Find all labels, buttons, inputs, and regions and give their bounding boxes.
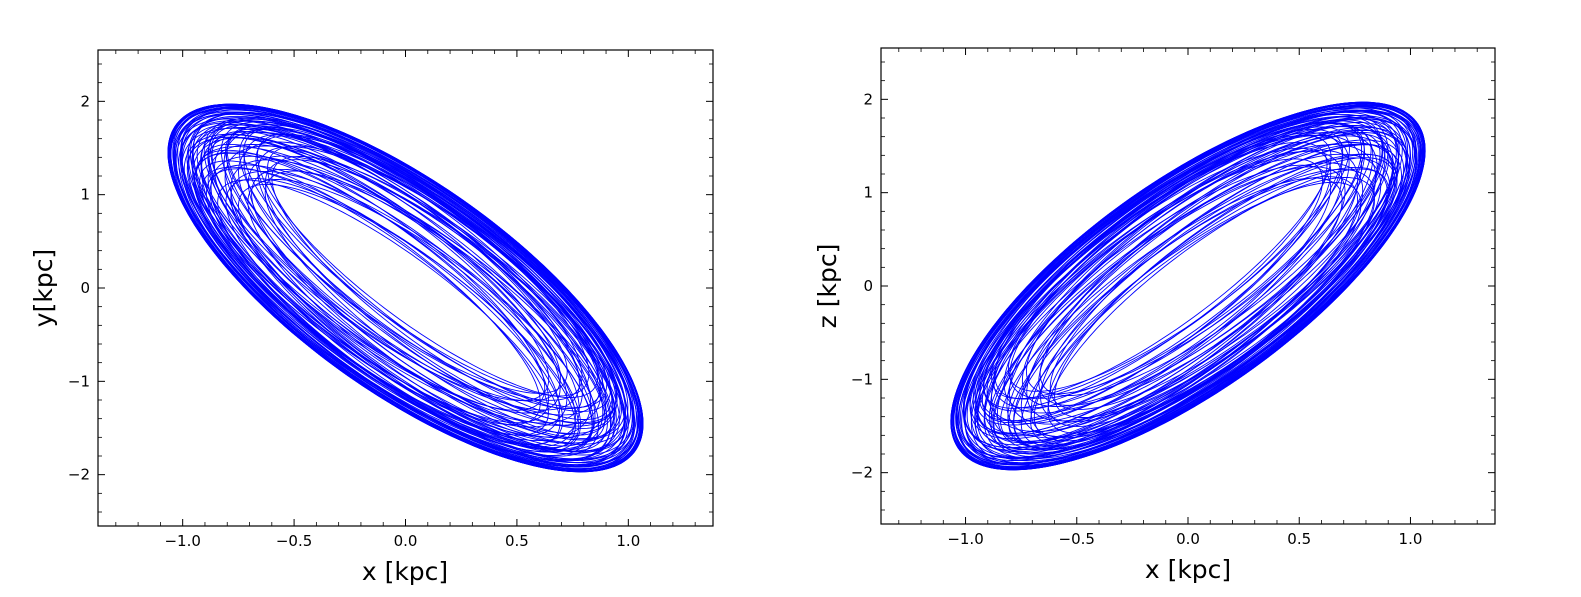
y-axis-label-xy: y[kpc] xyxy=(29,249,58,327)
y-tick-label: −1 xyxy=(851,370,873,388)
x-tick-labels-xy: −1.0 −0.5 0.0 0.5 1.0 xyxy=(164,532,640,550)
orbit-trace-xy xyxy=(167,103,644,473)
orbit-loop xyxy=(1026,132,1400,422)
y-tick-label: 0 xyxy=(80,279,90,297)
orbit-loop xyxy=(224,145,620,452)
y-tick-label: −2 xyxy=(851,464,873,482)
x-axis-label-xy: x [kpc] xyxy=(362,557,448,586)
x-tick-label: −0.5 xyxy=(276,532,312,550)
y-tick-label: −2 xyxy=(68,466,90,484)
orbit-loop xyxy=(991,114,1400,432)
y-axis-label-xz: z [kpc] xyxy=(813,244,842,329)
orbit-loop xyxy=(247,155,616,441)
orbit-loop xyxy=(1039,131,1381,396)
orbit-loop xyxy=(964,109,1422,465)
orbit-loop xyxy=(175,109,641,470)
orbit-loop xyxy=(1021,125,1386,407)
orbit-loop xyxy=(990,116,1411,443)
x-tick-label: 0.5 xyxy=(1287,530,1311,548)
y-tick-labels-xy: −2 −1 0 1 2 xyxy=(68,92,90,483)
orbit-loop xyxy=(974,109,1414,450)
orbit-loop xyxy=(1013,168,1375,450)
y-tick-label: 1 xyxy=(80,186,90,204)
orbit-loop xyxy=(230,159,608,452)
orbit-loop xyxy=(214,132,629,453)
y-tick-label: 1 xyxy=(863,184,873,202)
x-tick-label: 1.0 xyxy=(616,532,640,550)
orbit-loop xyxy=(1040,144,1399,423)
y-tick-label: 2 xyxy=(863,90,873,108)
orbit-loop xyxy=(950,101,1426,471)
x-tick-label: 0.0 xyxy=(1176,530,1200,548)
xz-projection-panel: −1.0 −0.5 0.0 0.5 1.0 −2 −1 0 1 2 x [kpc] z [kpc… xyxy=(813,47,1496,584)
orbit-loop xyxy=(990,142,1397,458)
y-tick-label: 2 xyxy=(80,92,90,110)
orbit-loop xyxy=(1026,126,1372,395)
orbit-loop xyxy=(186,136,580,442)
orbit-loop xyxy=(167,103,644,473)
orbit-loop xyxy=(200,131,627,462)
orbit-loop xyxy=(970,110,1419,458)
x-tick-label: 1.0 xyxy=(1399,530,1423,548)
orbit-loop xyxy=(177,107,640,466)
x-tick-label: 0.5 xyxy=(505,532,529,550)
orbit-loop xyxy=(251,168,606,444)
xy-projection-panel: −1.0 −0.5 0.0 0.5 1.0 −2 −1 0 1 2 x [kpc] y[kpc] xyxy=(29,49,714,586)
orbit-loop xyxy=(239,127,604,409)
orbit-loop xyxy=(970,124,1407,464)
ticks-xy xyxy=(98,50,713,526)
orbit-loop xyxy=(175,118,617,460)
x-tick-label: −1.0 xyxy=(947,530,983,548)
y-tick-label: −1 xyxy=(68,372,90,390)
orbit-loop xyxy=(226,125,583,401)
y-tick-labels-xz: −2 −1 0 1 2 xyxy=(851,90,873,481)
orbit-loop xyxy=(186,124,592,438)
ticks-xz xyxy=(881,48,1495,524)
y-tick-label: 0 xyxy=(863,277,873,295)
x-tick-label: 0.0 xyxy=(394,532,418,550)
x-tick-labels-xz: −1.0 −0.5 0.0 0.5 1.0 xyxy=(947,530,1422,548)
orbit-loop xyxy=(196,124,583,424)
x-tick-label: −1.0 xyxy=(164,532,200,550)
orbit-trace-xz xyxy=(950,101,1426,471)
x-axis-label-xz: x [kpc] xyxy=(1145,555,1231,584)
x-tick-label: −0.5 xyxy=(1059,530,1095,548)
